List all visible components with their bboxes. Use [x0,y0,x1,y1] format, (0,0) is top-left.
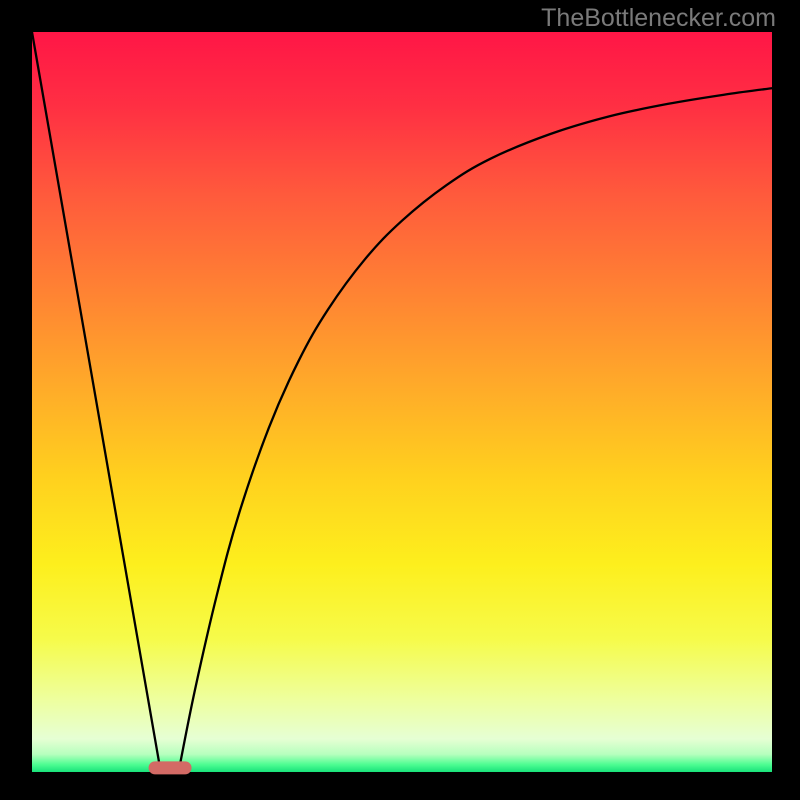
watermark-text: TheBottlenecker.com [541,4,776,33]
curve-left [32,32,161,772]
chart-root: TheBottlenecker.com [0,0,800,800]
curve-right [179,88,772,772]
curve-svg [0,0,800,800]
minimum-marker [148,761,191,774]
